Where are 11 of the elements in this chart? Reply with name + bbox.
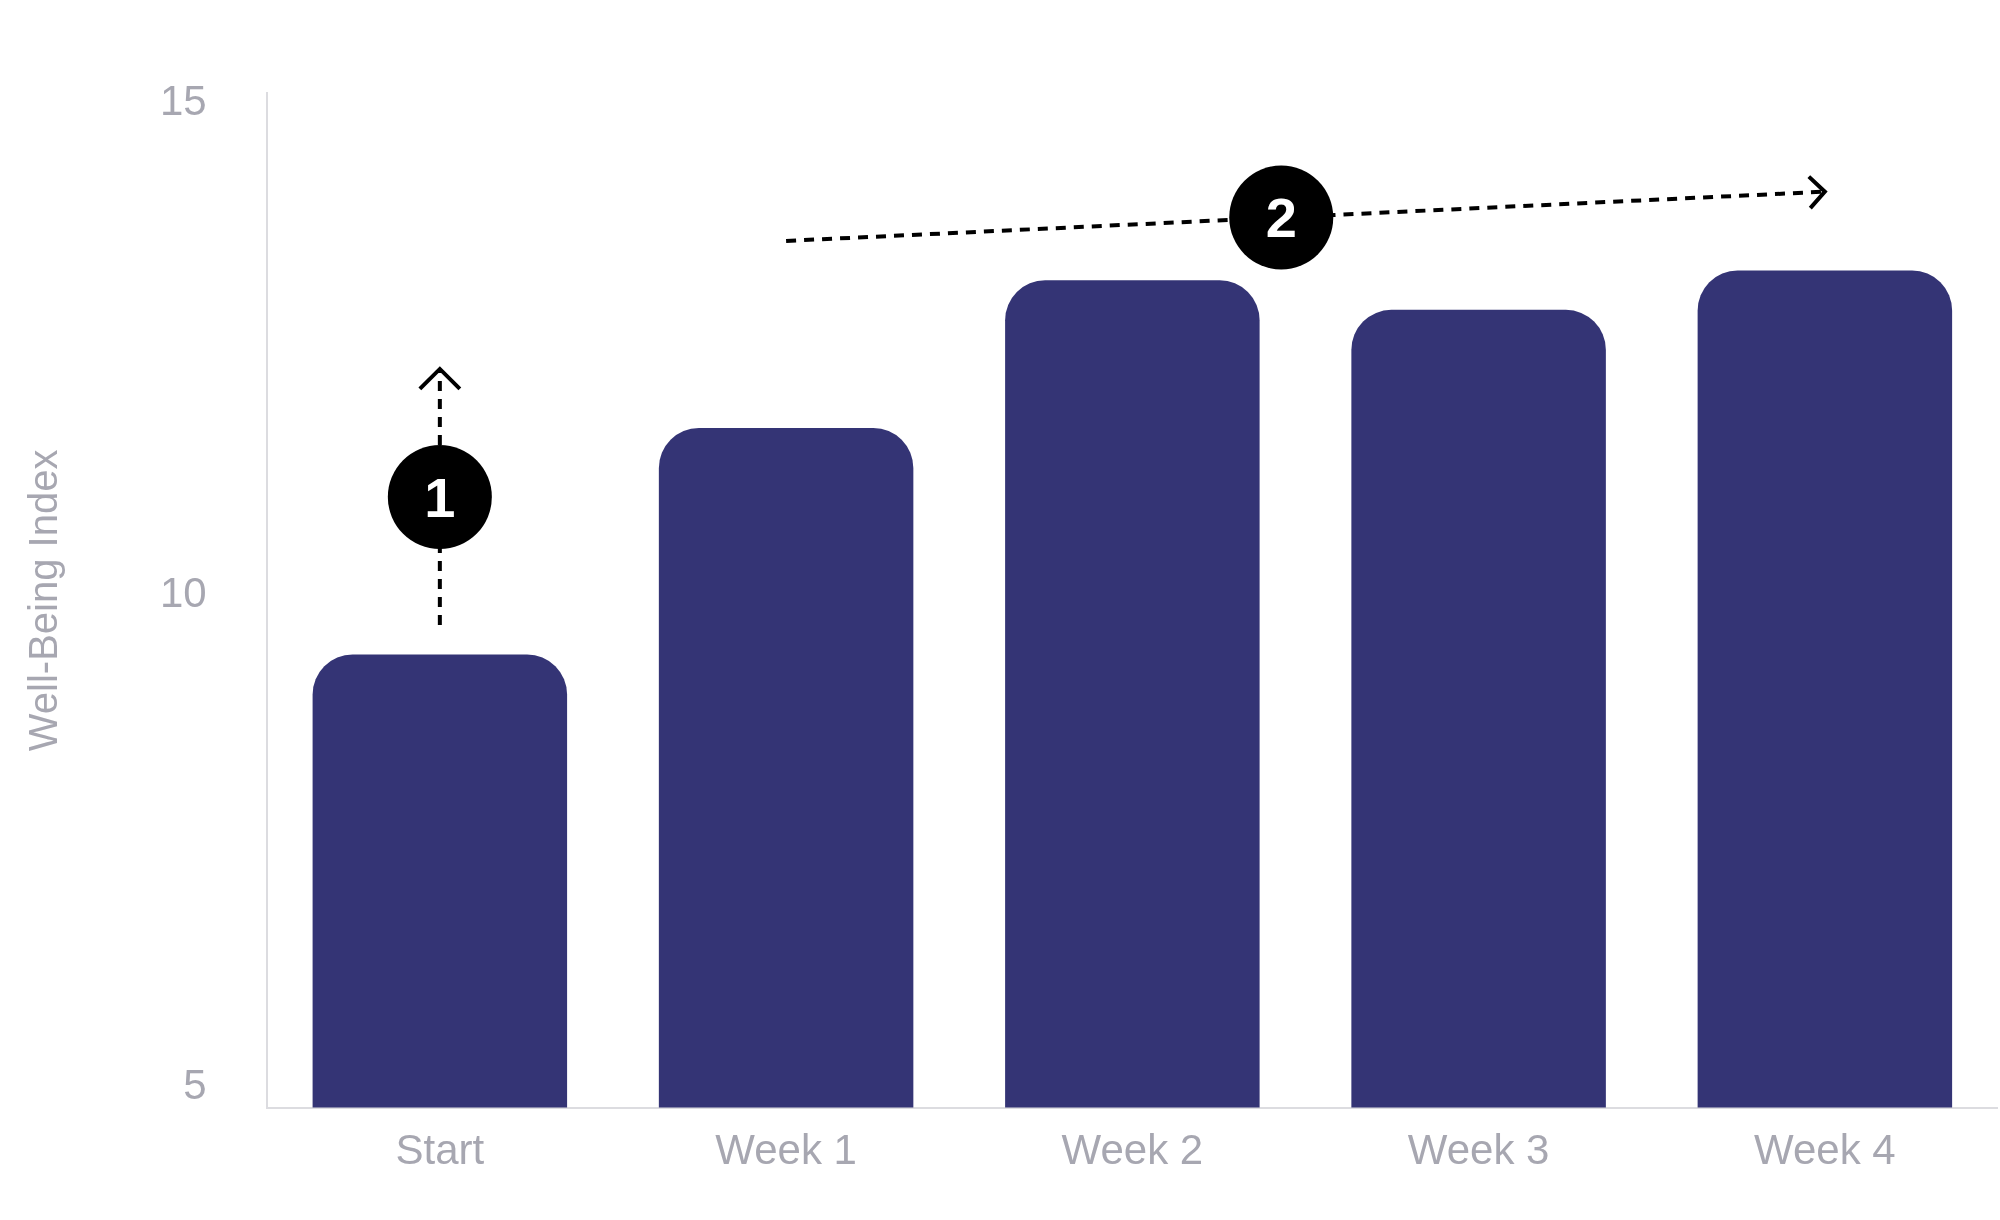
x-tick-label: Week 4 (1754, 1126, 1896, 1174)
annotation: 1 (424, 465, 456, 529)
x-tick-label: Week 2 (1061, 1126, 1204, 1174)
x-tick-label: Week 1 (715, 1126, 857, 1174)
y-tick-label: 10 (160, 569, 207, 617)
annotation: 2 (1265, 186, 1297, 250)
y-tick-label: 15 (160, 76, 207, 124)
x-tick-label: Start (395, 1126, 485, 1174)
y-tick-label: 5 (183, 1061, 207, 1109)
y-axis-title: Well-Being Index (21, 449, 66, 752)
x-tick-label: Week 3 (1407, 1126, 1550, 1174)
